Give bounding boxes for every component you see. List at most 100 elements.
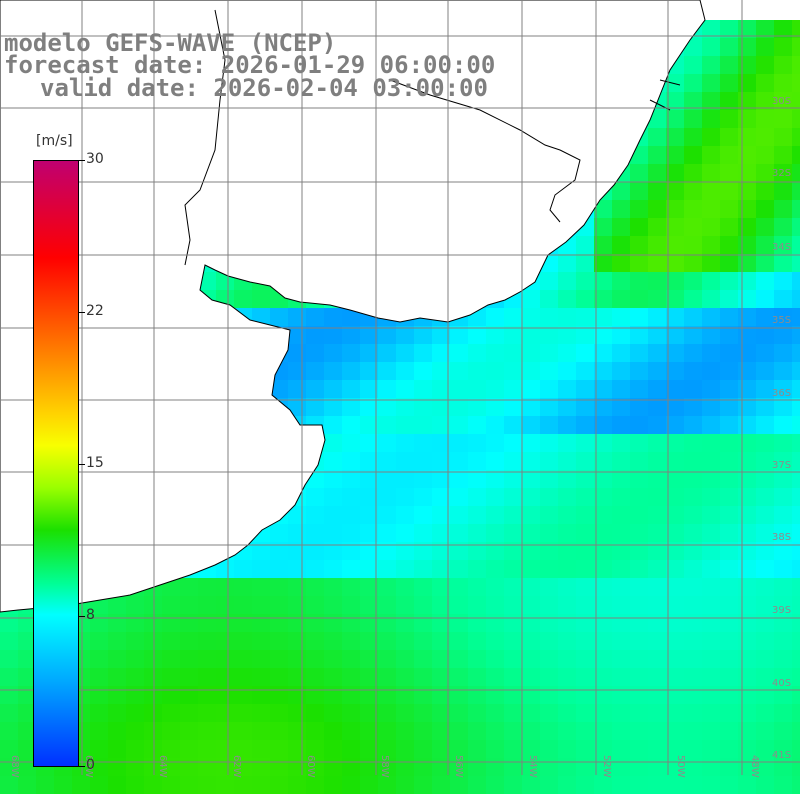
field-cell [666, 704, 684, 722]
field-cell [666, 362, 684, 380]
field-cell [576, 560, 594, 578]
field-cell [630, 326, 648, 344]
field-cell [702, 578, 720, 596]
field-cell [378, 452, 396, 470]
field-cell [558, 542, 576, 560]
field-cell [360, 344, 378, 362]
field-cell [396, 632, 414, 650]
field-cell [738, 704, 756, 722]
field-cell [234, 704, 252, 722]
field-cell [774, 362, 792, 380]
field-cell [630, 704, 648, 722]
field-cell [342, 578, 360, 596]
longitude-label: 64W [157, 755, 168, 778]
field-cell [378, 560, 396, 578]
field-cell [414, 740, 432, 758]
field-cell [630, 272, 648, 290]
field-cell [648, 470, 666, 488]
field-cell [468, 380, 486, 398]
field-cell [738, 254, 756, 272]
field-cell [774, 488, 792, 506]
field-cell [252, 650, 270, 668]
field-cell [594, 344, 612, 362]
field-cell [684, 74, 702, 92]
field-cell [558, 758, 576, 776]
field-cell [756, 632, 774, 650]
field-cell [666, 650, 684, 668]
field-cell [702, 254, 720, 272]
field-cell [774, 704, 792, 722]
field-cell [540, 434, 558, 452]
field-cell [774, 236, 792, 254]
field-cell [216, 740, 234, 758]
field-cell [252, 578, 270, 596]
field-cell [486, 398, 504, 416]
colorbar-tick-15: 15 [86, 455, 104, 471]
field-cell [594, 668, 612, 686]
field-cell [486, 668, 504, 686]
field-cell [342, 740, 360, 758]
field-cell [198, 578, 216, 596]
field-cell [612, 416, 630, 434]
field-cell [324, 542, 342, 560]
field-cell [594, 200, 612, 218]
field-cell [612, 524, 630, 542]
field-cell [396, 398, 414, 416]
field-cell [774, 668, 792, 686]
field-cell [378, 668, 396, 686]
field-cell [378, 470, 396, 488]
field-cell [180, 740, 198, 758]
field-cell [342, 434, 360, 452]
field-cell [630, 290, 648, 308]
field-cell [306, 740, 324, 758]
field-cell [306, 704, 324, 722]
field-cell [342, 722, 360, 740]
field-cell [684, 524, 702, 542]
field-cell [774, 74, 792, 92]
field-cell [414, 614, 432, 632]
field-cell [486, 740, 504, 758]
field-cell [576, 542, 594, 560]
field-cell [360, 650, 378, 668]
field-cell [612, 218, 630, 236]
field-cell [648, 452, 666, 470]
field-cell [126, 596, 144, 614]
field-cell [648, 290, 666, 308]
field-cell [108, 668, 126, 686]
field-cell [198, 776, 216, 794]
field-cell [468, 452, 486, 470]
field-cell [360, 488, 378, 506]
field-cell [738, 20, 756, 38]
field-cell [324, 308, 342, 326]
field-cell [342, 470, 360, 488]
field-cell [576, 434, 594, 452]
field-cell [360, 722, 378, 740]
field-cell [234, 668, 252, 686]
field-cell [702, 290, 720, 308]
field-cell [612, 344, 630, 362]
field-cell [558, 686, 576, 704]
field-cell [342, 362, 360, 380]
field-cell [342, 668, 360, 686]
field-cell [594, 326, 612, 344]
field-cell [378, 434, 396, 452]
field-cell [594, 740, 612, 758]
field-cell [540, 326, 558, 344]
field-cell [720, 506, 738, 524]
field-cell [54, 776, 72, 794]
field-cell [486, 326, 504, 344]
field-cell [594, 632, 612, 650]
field-cell [342, 416, 360, 434]
field-cell [738, 236, 756, 254]
field-cell [360, 686, 378, 704]
field-cell [648, 632, 666, 650]
field-cell [720, 182, 738, 200]
field-cell [360, 614, 378, 632]
field-cell [666, 578, 684, 596]
field-cell [774, 56, 792, 74]
field-cell [720, 776, 738, 794]
field-cell [612, 776, 630, 794]
field-cell [306, 308, 324, 326]
field-cell [648, 272, 666, 290]
field-cell [36, 776, 54, 794]
